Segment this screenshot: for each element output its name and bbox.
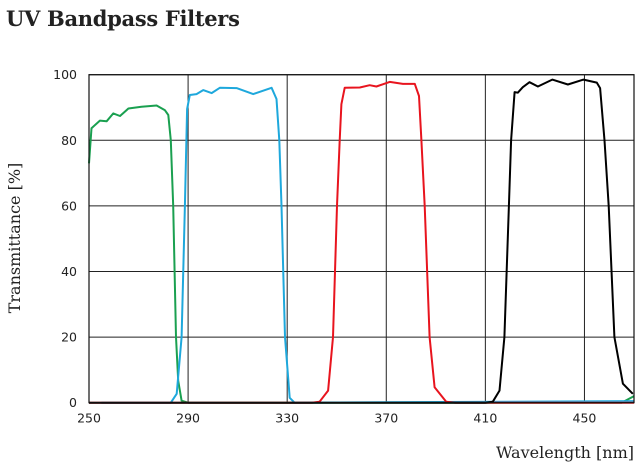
x-tick-label: 330 — [275, 411, 299, 426]
x-tick-label: 410 — [473, 411, 497, 426]
y-tick-label: 100 — [53, 67, 77, 82]
x-axis-label: Wavelength [nm] — [496, 443, 634, 462]
x-tick-label: 290 — [176, 411, 200, 426]
grid — [88, 74, 634, 404]
series-line-filter-3 — [89, 80, 634, 404]
y-tick-label: 60 — [61, 198, 77, 213]
y-tick-label: 20 — [61, 330, 77, 345]
y-tick-label: 0 — [69, 395, 77, 410]
series-line-filter-2 — [101, 86, 635, 404]
x-tick-label: 370 — [374, 411, 398, 426]
series-lines — [88, 78, 635, 404]
y-tick-label: 80 — [61, 133, 77, 148]
y-axis-label: Transmittance [%] — [5, 163, 24, 314]
series-line-filter-4 — [89, 78, 634, 404]
series-line-filter-1 — [88, 104, 635, 404]
y-tick-label: 40 — [61, 264, 77, 279]
tick-labels: 0 20 40 60 80 100 250 290 330 370 410 450 — [53, 67, 596, 426]
plot-frame — [88, 74, 635, 404]
chart-title: UV Bandpass Filters — [6, 6, 240, 31]
x-tick-label: 450 — [573, 411, 597, 426]
x-tick-label: 250 — [77, 411, 101, 426]
